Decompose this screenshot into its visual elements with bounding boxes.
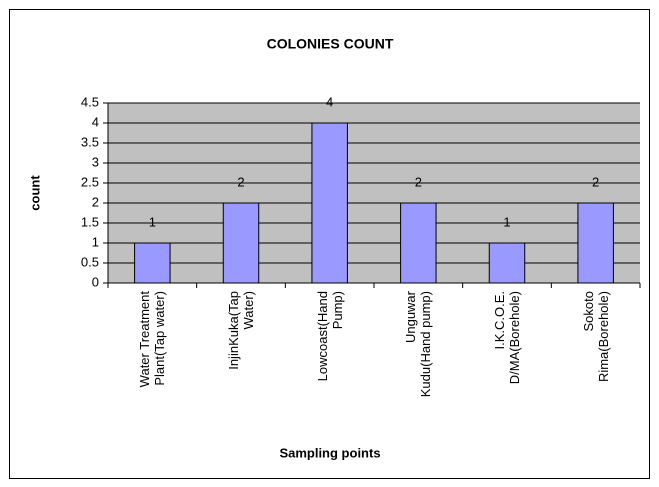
bar bbox=[400, 202, 437, 284]
y-tick-label: 2 bbox=[92, 194, 99, 209]
y-tick-label: 3 bbox=[92, 154, 99, 169]
x-tick-label: Lowcoast(Hand Pump) bbox=[314, 291, 345, 382]
data-label: 4 bbox=[326, 94, 333, 109]
data-label: 2 bbox=[592, 174, 599, 189]
y-tick-label: 3.5 bbox=[81, 134, 99, 149]
x-axis-label: Sampling points bbox=[279, 445, 380, 460]
plot-area bbox=[108, 103, 640, 283]
bar bbox=[488, 242, 526, 284]
bar bbox=[134, 242, 171, 284]
data-label: 1 bbox=[503, 214, 510, 229]
y-tick-label: 4.5 bbox=[81, 94, 99, 109]
x-tick-label: I.K.C.O.E. D/MA(Borehole) bbox=[492, 291, 522, 385]
x-tick-label: Sokoto Rima(Borehole) bbox=[580, 291, 611, 383]
x-tick-label: Unguwar Kudu(Hand pump) bbox=[403, 291, 434, 398]
y-tick-label: 0 bbox=[92, 274, 99, 289]
y-tick-label: 4 bbox=[92, 114, 99, 129]
x-tick-label: InjinKuka(Tap Water) bbox=[226, 291, 256, 370]
data-label: 2 bbox=[415, 174, 422, 189]
bar bbox=[311, 122, 348, 284]
y-axis-label: count bbox=[27, 175, 42, 211]
y-tick-label: 1.5 bbox=[81, 214, 99, 229]
chart-title: COLONIES COUNT bbox=[267, 36, 394, 52]
bar bbox=[577, 202, 614, 284]
data-label: 2 bbox=[237, 174, 244, 189]
x-tick-label: Water Treatment Plant(Tap water) bbox=[137, 291, 168, 388]
y-tick-label: 1 bbox=[92, 234, 99, 249]
y-tick-label: 2.5 bbox=[81, 174, 99, 189]
y-tick-label: 0.5 bbox=[81, 254, 99, 269]
data-label: 1 bbox=[149, 214, 156, 229]
bar bbox=[222, 202, 260, 284]
